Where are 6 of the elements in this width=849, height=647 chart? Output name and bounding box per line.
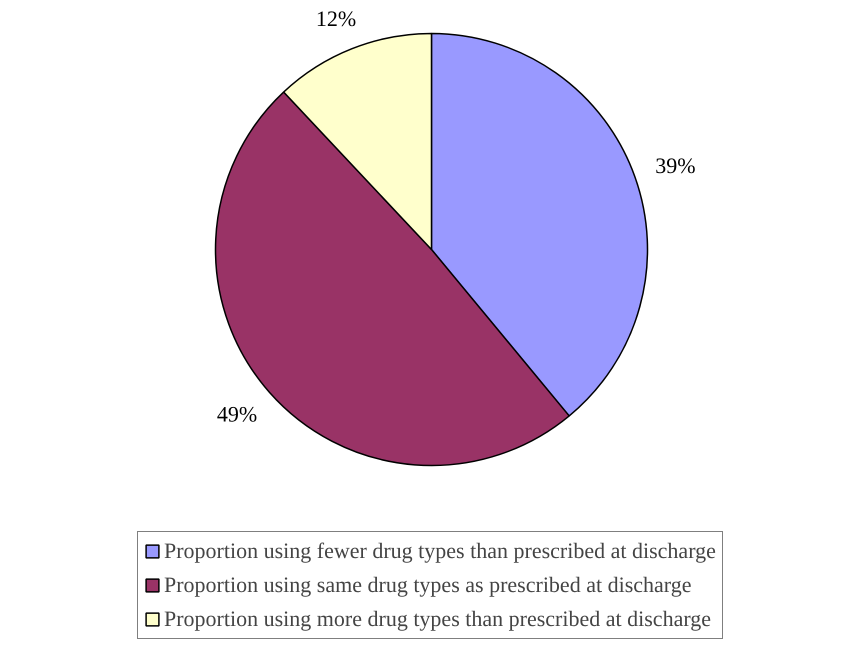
data-label: 39% [655,152,696,178]
data-label: 49% [216,401,258,426]
legend-label: Proportion using fewer drug types than prescribed at discharge [164,538,716,564]
legend-label: Proportion using same drug types as prescribed at discharge [164,572,692,598]
data-label: 12% [316,6,356,32]
legend-label: Proportion using more drug types than prescribed at discharge [164,606,712,632]
